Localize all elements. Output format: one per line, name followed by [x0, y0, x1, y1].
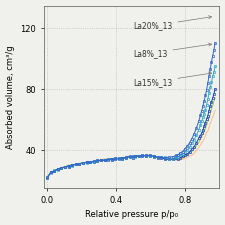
Y-axis label: Absorbed volume, cm³/g: Absorbed volume, cm³/g: [6, 45, 15, 149]
Text: La20%_13: La20%_13: [133, 16, 212, 30]
Text: La8%_13: La8%_13: [133, 43, 212, 58]
Text: La15%_13: La15%_13: [133, 72, 212, 87]
X-axis label: Relative pressure p/p₀: Relative pressure p/p₀: [85, 210, 178, 219]
